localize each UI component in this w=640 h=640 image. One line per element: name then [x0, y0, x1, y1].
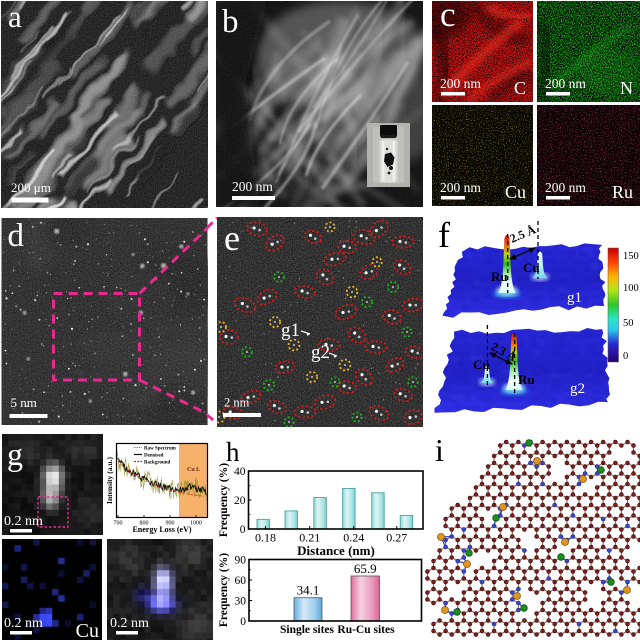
svg-text:1000: 1000: [190, 521, 202, 527]
svg-text:Intensity (a.u.): Intensity (a.u.): [105, 457, 114, 504]
svg-text:Cu: Cu: [505, 182, 526, 202]
svg-text:5 nm: 5 nm: [11, 395, 37, 410]
svg-text:900: 900: [166, 521, 175, 527]
svg-text:200 nm: 200 nm: [545, 180, 586, 195]
svg-text:0.18: 0.18: [255, 531, 276, 545]
svg-text:0.24: 0.24: [343, 531, 364, 545]
svg-text:Ru: Ru: [491, 269, 508, 284]
svg-text:Distance (nm): Distance (nm): [297, 543, 375, 558]
svg-text:Raw Spectrum: Raw Spectrum: [144, 447, 177, 452]
svg-text:Ru-Cu sites: Ru-Cu sites: [337, 624, 395, 636]
svg-text:150: 150: [623, 251, 639, 262]
svg-text:90: 90: [235, 555, 247, 567]
svg-text:C: C: [514, 78, 526, 98]
svg-text:Cu: Cu: [76, 620, 99, 640]
svg-text:0: 0: [240, 524, 246, 536]
svg-text:60: 60: [235, 575, 247, 587]
svg-text:0: 0: [240, 616, 246, 628]
svg-text:g2: g2: [311, 342, 330, 363]
svg-text:20: 20: [234, 495, 246, 507]
svg-text:d: d: [8, 218, 25, 254]
svg-text:0.2 nm: 0.2 nm: [110, 616, 149, 631]
svg-text:200 nm: 200 nm: [440, 76, 481, 91]
svg-text:Ru: Ru: [612, 182, 633, 202]
svg-text:200 nm: 200 nm: [545, 76, 586, 91]
svg-text:0.27: 0.27: [386, 531, 407, 545]
svg-text:34.1: 34.1: [297, 583, 320, 598]
svg-text:e: e: [224, 218, 240, 258]
svg-text:Cu: Cu: [473, 357, 490, 372]
svg-text:200 nm: 200 nm: [232, 179, 273, 194]
svg-text:200 μm: 200 μm: [11, 180, 51, 195]
svg-text:2 nm: 2 nm: [224, 396, 250, 410]
svg-text:Cu L: Cu L: [187, 467, 200, 473]
svg-text:Single sites: Single sites: [280, 624, 335, 636]
svg-text:100: 100: [623, 283, 639, 294]
svg-text:Background: Background: [144, 461, 171, 466]
svg-text:N: N: [620, 78, 633, 98]
svg-text:800: 800: [140, 521, 149, 527]
svg-text:30: 30: [235, 596, 247, 608]
svg-text:0: 0: [623, 351, 628, 362]
svg-text:g: g: [7, 436, 23, 472]
svg-text:g2: g2: [570, 381, 585, 397]
svg-text:Energy Loss (eV): Energy Loss (eV): [132, 525, 191, 534]
svg-text:Ru: Ru: [518, 372, 535, 387]
svg-text:f: f: [438, 215, 450, 255]
svg-text:Frequency (%): Frequency (%): [218, 553, 230, 627]
svg-text:40: 40: [234, 466, 246, 478]
svg-text:0.2 nm: 0.2 nm: [4, 514, 43, 529]
svg-text:g1: g1: [281, 320, 300, 341]
svg-text:0.2 nm: 0.2 nm: [4, 616, 43, 631]
svg-text:65.9: 65.9: [354, 561, 377, 576]
svg-text:0.21: 0.21: [299, 531, 320, 545]
svg-text:h: h: [226, 437, 240, 467]
svg-text:200 nm: 200 nm: [440, 180, 481, 195]
svg-text:i: i: [435, 432, 444, 468]
svg-text:Frequency (%): Frequency (%): [218, 463, 230, 537]
svg-text:Cu: Cu: [523, 260, 540, 275]
svg-text:c: c: [440, 1, 456, 34]
svg-text:b: b: [222, 4, 239, 40]
svg-text:50: 50: [623, 318, 634, 329]
svg-text:700: 700: [114, 521, 123, 527]
svg-text:a: a: [8, 1, 22, 34]
svg-text:g1: g1: [567, 290, 582, 306]
svg-text:Denoised: Denoised: [144, 454, 164, 459]
